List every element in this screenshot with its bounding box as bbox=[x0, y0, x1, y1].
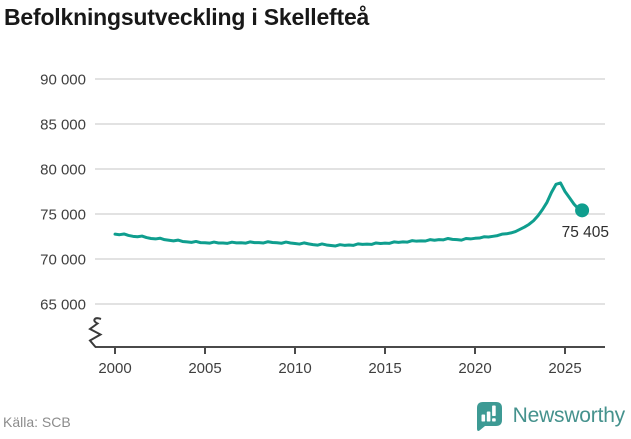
x-tick-label: 2025 bbox=[548, 360, 581, 377]
latest-value-label: 75 405 bbox=[562, 224, 609, 241]
newsworthy-brand: Newsworthy bbox=[474, 399, 625, 432]
brand-name: Newsworthy bbox=[512, 403, 626, 427]
x-tick-label: 2000 bbox=[98, 360, 131, 377]
source-credit: Källa: SCB bbox=[3, 414, 71, 430]
x-tick-label: 2015 bbox=[368, 360, 401, 377]
x-tick-label: 2010 bbox=[278, 360, 311, 377]
y-tick-label: 85 000 bbox=[40, 117, 86, 134]
y-tick-label: 90 000 bbox=[40, 72, 86, 89]
newsworthy-logo-icon bbox=[474, 399, 505, 432]
x-tick-label: 2005 bbox=[188, 360, 221, 377]
latest-point-marker bbox=[575, 203, 590, 218]
population-line bbox=[113, 181, 584, 248]
y-tick-label: 75 000 bbox=[40, 207, 86, 224]
x-tick-label: 2020 bbox=[458, 360, 491, 377]
y-tick-label: 80 000 bbox=[40, 162, 86, 179]
page-title: Befolkningsutveckling i Skellefteå bbox=[4, 4, 370, 30]
y-tick-label: 65 000 bbox=[40, 297, 86, 314]
y-tick-label: 70 000 bbox=[40, 252, 86, 269]
axis-break-icon bbox=[88, 317, 103, 348]
